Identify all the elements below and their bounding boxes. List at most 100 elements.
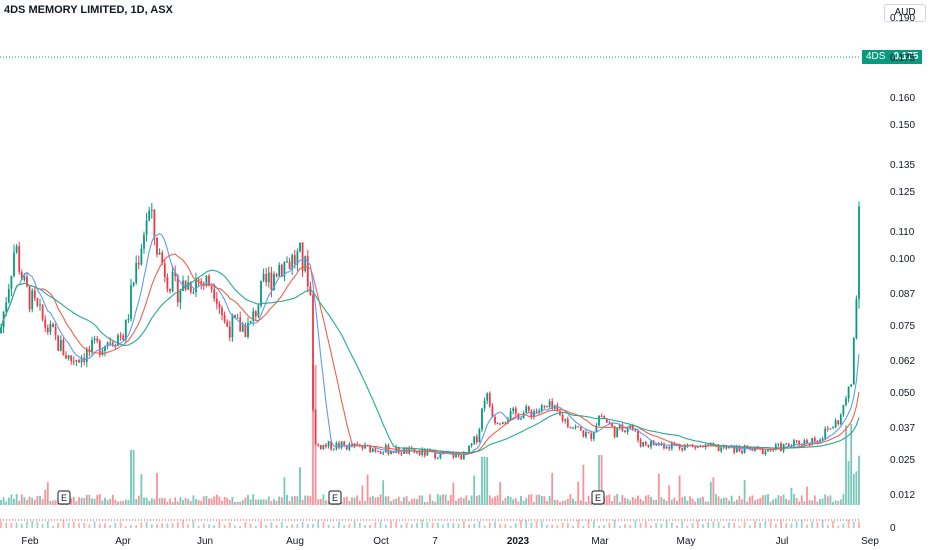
- candle-body: [499, 423, 502, 425]
- volume-bar: [847, 520, 850, 528]
- candle-body: [665, 446, 668, 449]
- candle-body: [98, 340, 101, 355]
- candle-body: [504, 422, 507, 424]
- volume-bar: [624, 524, 626, 528]
- volume-bar: [106, 500, 109, 505]
- candle-body: [44, 319, 47, 328]
- volume-bar: [608, 522, 611, 528]
- volume-bar: [847, 460, 850, 505]
- volume-bar: [0, 500, 2, 505]
- volume-bar: [577, 520, 580, 528]
- ma-slow-line: [0, 269, 860, 454]
- volume-bar: [514, 498, 517, 505]
- volume-bar: [286, 525, 288, 528]
- candle-body: [252, 311, 255, 321]
- candle-body: [176, 276, 179, 303]
- candle-body: [434, 450, 437, 459]
- y-tick-label: 0.150: [890, 120, 915, 131]
- volume-bar: [618, 525, 621, 528]
- volume-bar: [717, 496, 720, 505]
- candle-body: [790, 446, 793, 448]
- currency-button[interactable]: AUD: [884, 4, 926, 22]
- candle-body: [18, 246, 21, 273]
- volume-bar: [585, 501, 587, 505]
- candle-body: [475, 436, 478, 442]
- candle-body: [821, 438, 824, 440]
- volume-bar: [707, 522, 710, 528]
- volume-bar: [533, 501, 535, 505]
- volume-bar: [468, 500, 470, 505]
- y-tick-label: 0.062: [890, 356, 915, 367]
- volume-bar: [241, 499, 244, 505]
- volume-bar: [403, 497, 405, 505]
- volume-bar: [465, 495, 468, 505]
- candle-body: [345, 445, 348, 450]
- candle-body: [514, 408, 517, 414]
- earnings-event-label: E: [332, 493, 338, 503]
- volume-bar: [478, 494, 481, 505]
- candle-body: [93, 338, 96, 341]
- candle-body: [278, 264, 281, 277]
- volume-bar: [319, 498, 322, 505]
- volume-bar: [618, 501, 621, 505]
- candle-body: [223, 315, 226, 322]
- volume-bar: [650, 496, 652, 505]
- candle-body: [153, 209, 156, 238]
- volume-bar: [564, 500, 567, 505]
- volume-bar: [470, 495, 473, 505]
- candle-body: [652, 440, 655, 446]
- candle-body: [717, 444, 720, 452]
- candle-body: [218, 303, 221, 308]
- candle-body: [202, 283, 205, 285]
- volume-bar: [603, 525, 606, 528]
- volume-bar: [644, 521, 647, 528]
- volume-bar: [124, 525, 127, 528]
- volume-bar: [254, 499, 257, 505]
- volume-bar: [738, 525, 741, 528]
- candle-body: [31, 290, 34, 310]
- candle-body: [265, 273, 268, 283]
- volume-bar: [772, 499, 775, 505]
- volume-bar: [26, 500, 28, 505]
- volume-bar: [678, 475, 681, 505]
- volume-bar: [829, 495, 832, 505]
- volume-bar: [312, 365, 314, 505]
- volume-bar: [561, 500, 564, 505]
- volume-bar: [462, 521, 465, 528]
- volume-bar: [171, 501, 174, 505]
- volume-bar: [837, 525, 840, 528]
- candle-body: [473, 436, 476, 444]
- volume-bar: [15, 494, 18, 505]
- volume-bar: [670, 522, 673, 528]
- candle-body: [171, 271, 174, 292]
- volume-bar: [288, 501, 291, 505]
- volume-bar: [301, 499, 304, 505]
- candle-body: [260, 280, 262, 306]
- volume-bar: [806, 524, 808, 528]
- candle-body: [379, 451, 382, 454]
- candle-body: [182, 280, 184, 291]
- volume-bar: [390, 501, 392, 505]
- volume-bar: [644, 495, 647, 505]
- volume-bar: [494, 521, 496, 528]
- volume-bar: [824, 494, 827, 505]
- volume-bar: [483, 457, 486, 505]
- candle-body: [509, 411, 512, 420]
- volume-bar: [780, 520, 782, 528]
- candle-body: [338, 443, 340, 448]
- candle-body: [832, 427, 834, 429]
- volume-bar: [197, 499, 200, 505]
- volume-bar: [270, 501, 273, 505]
- candle-body: [20, 272, 23, 281]
- candle-body: [26, 276, 28, 287]
- candle-body: [254, 311, 257, 317]
- volume-bar: [117, 501, 119, 505]
- volume-bar: [254, 525, 257, 528]
- candle-body: [28, 286, 31, 310]
- candle-body: [837, 420, 840, 425]
- candle-body: [96, 338, 99, 341]
- volume-zero-tick: 0: [890, 523, 896, 534]
- volume-bar: [436, 522, 439, 528]
- volume-bar: [280, 521, 283, 528]
